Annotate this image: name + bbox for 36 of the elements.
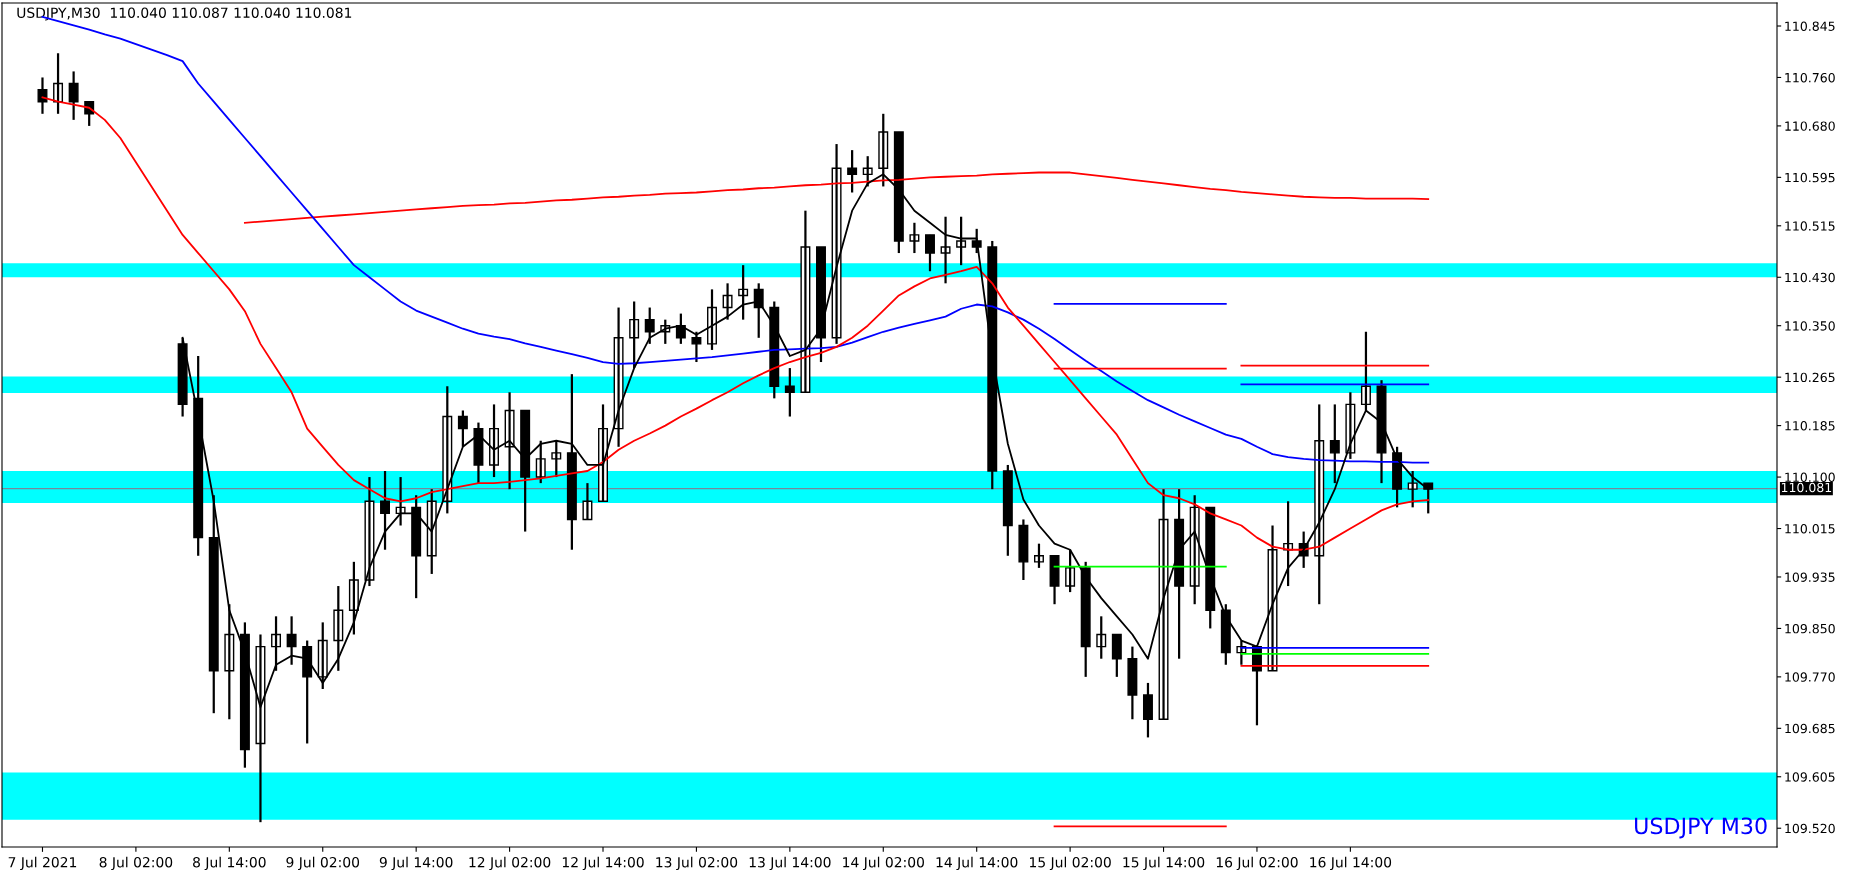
y-tick-label: 109.685	[1785, 723, 1835, 734]
x-tick-label: 8 Jul 14:00	[193, 856, 266, 870]
x-tick-label: 14 Jul 14:00	[936, 856, 1018, 870]
line-series	[243, 171, 1430, 224]
y-tick-label: 110.680	[1785, 121, 1835, 131]
y-tick-label: 109.935	[1785, 572, 1835, 582]
x-tick-label: 9 Jul 02:00	[286, 856, 360, 870]
y-tick-label: 109.850	[1785, 623, 1835, 634]
chart-title: USDJPY,M30 110.040 110.087 110.040 110.081	[17, 7, 352, 21]
x-tick-label: 16 Jul 02:00	[1216, 856, 1298, 870]
y-tick-label: 110.015	[1785, 524, 1835, 534]
y-tick-label: 110.845	[1785, 21, 1835, 31]
y-tick-label: 109.770	[1785, 672, 1835, 682]
x-tick-label: 13 Jul 02:00	[656, 856, 738, 870]
x-tick-label: 15 Jul 02:00	[1030, 856, 1111, 870]
x-tick-label: 16 Jul 14:00	[1310, 856, 1392, 870]
text: USDJPY M30	[1635, 817, 1767, 839]
y-tick-label: 110.350	[1785, 321, 1835, 331]
y-tick-label: 110.100	[1785, 472, 1835, 482]
x-tick-label: 9 Jul 14:00	[379, 856, 453, 870]
x-tick-label: 8 Jul 02:00	[99, 856, 173, 870]
ref-line-label: 110.081	[1781, 482, 1832, 493]
x-tick-label: 12 Jul 02:00	[469, 856, 551, 870]
y-tick-label: 110.185	[1785, 421, 1835, 431]
x-tick-label: 14 Jul 02:00	[843, 856, 924, 870]
y-tick-label: 110.515	[1785, 221, 1835, 231]
x-tick-label: 15 Jul 14:00	[1123, 856, 1205, 870]
x-tick-label: 13 Jul 14:00	[749, 856, 831, 870]
y-tick-label: 110.760	[1785, 72, 1835, 83]
y-tick-label: 109.605	[1785, 772, 1835, 782]
x-tick-label: 7 Jul 2021	[8, 856, 77, 870]
x-tick-label: 12 Jul 14:00	[562, 856, 644, 870]
y-tick-label: 110.595	[1785, 172, 1835, 183]
y-tick-label: 110.265	[1785, 372, 1835, 383]
y-tick-label: 110.430	[1785, 272, 1835, 283]
y-tick-label: 109.520	[1785, 823, 1835, 834]
